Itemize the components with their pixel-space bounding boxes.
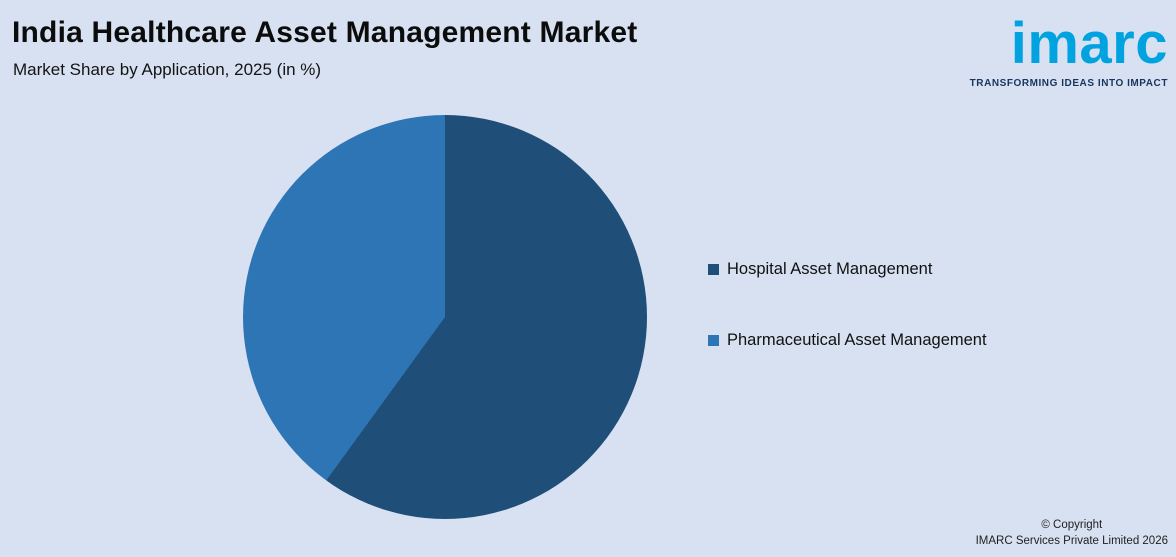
legend-swatch-pharmaceutical xyxy=(708,334,719,346)
company-line: IMARC Services Private Limited 2026 xyxy=(975,535,1168,548)
page-title: India Healthcare Asset Management Market xyxy=(12,16,638,49)
legend: Hospital Asset Management Pharmaceutical… xyxy=(708,258,987,400)
copyright-line: © Copyright xyxy=(1041,518,1103,531)
legend-label-hospital: Hospital Asset Management xyxy=(727,259,933,278)
imarc-logo: imarc TRANSFORMING IDEAS INTO IMPACT xyxy=(970,2,1168,89)
pie-chart xyxy=(243,115,647,519)
legend-item-pharmaceutical: Pharmaceutical Asset Management xyxy=(708,329,987,351)
legend-label-pharmaceutical: Pharmaceutical Asset Management xyxy=(727,330,987,349)
legend-swatch-hospital xyxy=(708,263,719,275)
imarc-wordmark: imarc xyxy=(1010,11,1168,76)
chart-subtitle: Market Share by Application, 2025 (in %) xyxy=(13,60,322,79)
legend-item-hospital: Hospital Asset Management xyxy=(708,258,987,280)
imarc-tagline: TRANSFORMING IDEAS INTO IMPACT xyxy=(969,78,1168,90)
copyright-notice: © Copyright IMARC Services Private Limit… xyxy=(976,517,1168,550)
